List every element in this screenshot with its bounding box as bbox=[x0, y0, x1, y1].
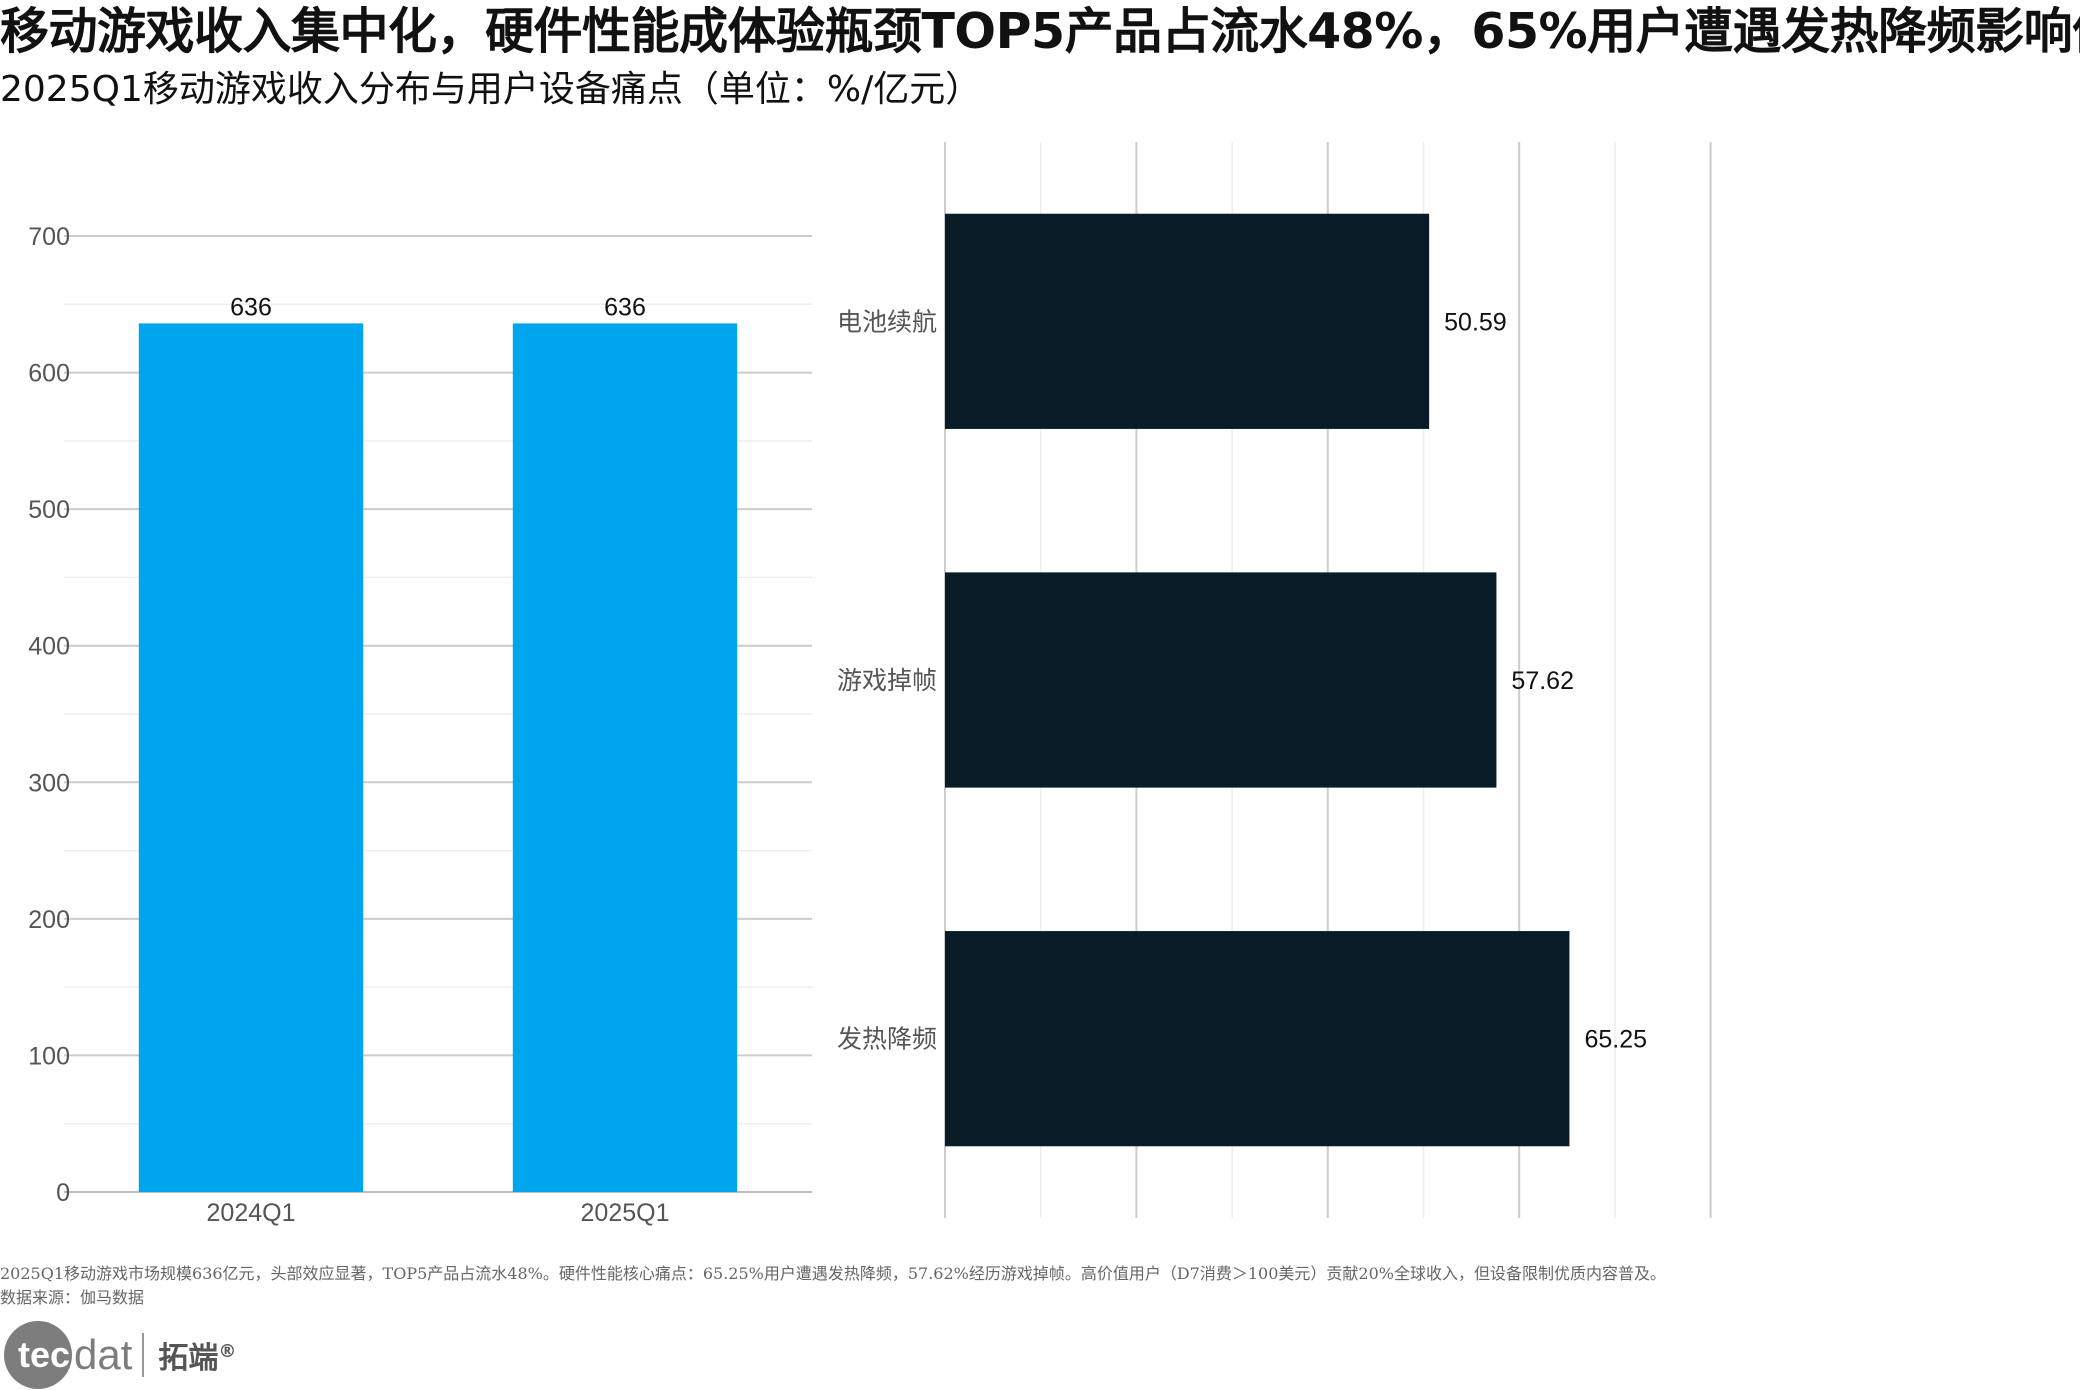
brand-logo: tec dat 拓端® bbox=[4, 1320, 236, 1390]
category-label: 游戏掉帧 bbox=[837, 666, 937, 695]
y-tick-label: 600 bbox=[28, 360, 70, 388]
category-label: 电池续航 bbox=[837, 307, 937, 336]
bar bbox=[945, 213, 1430, 429]
y-tick-label: 100 bbox=[28, 1042, 70, 1070]
bar bbox=[512, 323, 738, 1192]
bar-value-label: 636 bbox=[230, 293, 272, 321]
footnote-description: 2025Q1移动游戏市场规模636亿元，头部效应显著，TOP5产品占流水48%。… bbox=[0, 1264, 1666, 1283]
y-tick-label: 300 bbox=[28, 769, 70, 797]
footnote-source: 数据来源：伽马数据 bbox=[0, 1288, 145, 1307]
revenue-bar-chart: 0 100 200 300 400 500 600 700 636 2024Q1 636 2025Q1 bbox=[28, 223, 812, 1227]
bar bbox=[945, 931, 1570, 1147]
logo-circle-icon: tec bbox=[4, 1321, 72, 1389]
logo-text: dat bbox=[74, 1331, 133, 1378]
pain-point-bar-chart: 50.59 电池续航 57.62 游戏掉帧 65.25 发热降频 bbox=[837, 142, 1712, 1218]
chart-subtitle: 2025Q1移动游戏收入分布与用户设备痛点（单位：%/亿元） bbox=[0, 69, 982, 110]
bar-value-label: 65.25 bbox=[1584, 1026, 1647, 1054]
registered-mark: ® bbox=[218, 1341, 237, 1362]
y-tick-label: 500 bbox=[28, 496, 70, 524]
bar bbox=[138, 323, 364, 1192]
logo-chinese: 拓端® bbox=[158, 1333, 236, 1377]
bar-value-label: 50.59 bbox=[1444, 308, 1507, 336]
logo-chinese-text: 拓端 bbox=[158, 1341, 219, 1376]
footnote: 2025Q1移动游戏市场规模636亿元，头部效应显著，TOP5产品占流水48%。… bbox=[0, 1262, 1666, 1310]
y-tick-label: 0 bbox=[56, 1179, 70, 1207]
bar-value-label: 636 bbox=[604, 293, 646, 321]
chart-title: 移动游戏收入集中化，硬件性能成体验瓶颈TOP5产品占流水48%，65%用户遭遇发… bbox=[0, 3, 2080, 60]
x-tick-label: 2025Q1 bbox=[581, 1199, 670, 1227]
y-tick-label: 400 bbox=[28, 633, 70, 661]
bar bbox=[945, 572, 1497, 788]
category-label: 发热降频 bbox=[837, 1025, 937, 1054]
bar-value-label: 57.62 bbox=[1511, 667, 1574, 695]
x-tick-label: 2024Q1 bbox=[207, 1199, 296, 1227]
y-tick-label: 200 bbox=[28, 906, 70, 934]
y-tick-label: 700 bbox=[28, 223, 70, 251]
logo-divider bbox=[142, 1333, 145, 1377]
